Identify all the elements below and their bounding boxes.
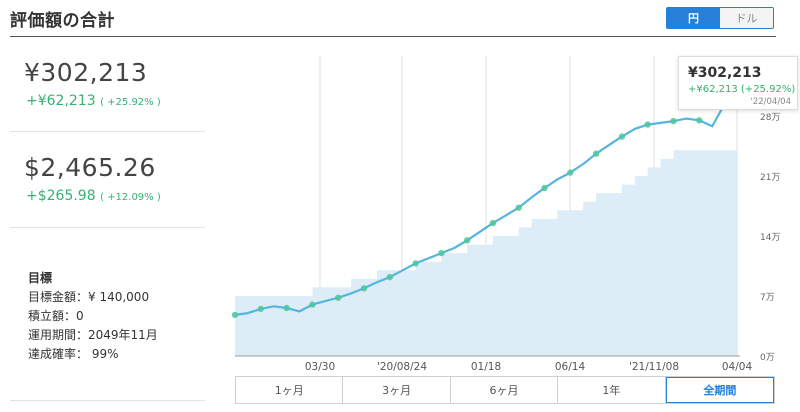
chart-x-tick-label: '21/11/08 — [629, 361, 679, 373]
usd-summary: $2,465.26 +$265.98 ( +12.09% ) — [10, 131, 205, 227]
summary-divider — [10, 227, 205, 228]
chart-contribution-area — [235, 150, 738, 356]
chart-tooltip: ¥302,213 +¥62,213 (+25.92%) '22/04/04 — [678, 56, 798, 110]
chart-data-point — [360, 285, 368, 292]
goal-panel: 目標 目標金額：¥ 140,000 積立額：0 運用期間：2049年11月 達成… — [28, 269, 158, 364]
chart-x-tick-label: 03/30 — [305, 361, 335, 373]
chart-x-tick-label: 04/04 — [722, 361, 753, 373]
chart-data-point — [618, 133, 626, 140]
chart-y-tick-label: 7万 — [760, 293, 775, 303]
tooltip-value: ¥302,213 — [688, 65, 762, 81]
goal-period: 運用期間：2049年11月 — [28, 328, 158, 342]
tooltip-gain: +¥62,213 (+25.92%) — [688, 84, 796, 95]
chart-x-tick-label: 06/14 — [555, 361, 586, 373]
period-3-months-button[interactable]: 3ヶ月 — [343, 377, 451, 403]
chart-data-point — [489, 219, 497, 227]
goal-target-amount: 目標金額：¥ 140,000 — [28, 290, 150, 304]
chart-y-tick-label: 21万 — [760, 173, 780, 183]
chart-data-point — [515, 204, 522, 211]
jpy-gain-amount: +¥62,213 — [26, 93, 96, 109]
chart-y-tick-label: 14万 — [760, 233, 780, 243]
chart-data-point — [386, 273, 393, 281]
chart-x-tick-label: 01/18 — [471, 361, 501, 373]
currency-yen-button[interactable]: 円 — [667, 8, 720, 28]
chart-data-point — [592, 150, 600, 157]
jpy-total-value: ¥302,213 — [24, 58, 148, 87]
goal-monthly-contribution: 積立額：0 — [28, 309, 84, 323]
chart-data-point — [670, 117, 677, 125]
period-6-months-button[interactable]: 6ヶ月 — [450, 377, 559, 403]
usd-gain-amount: +$265.98 — [26, 188, 96, 204]
chart-data-point — [438, 249, 445, 257]
chart-data-point — [257, 305, 264, 313]
period-all-button[interactable]: 全期間 — [665, 377, 775, 403]
period-1-year-button[interactable]: 1年 — [558, 377, 666, 403]
chart-y-tick-label: 0万 — [760, 353, 775, 363]
chart-data-point — [541, 184, 548, 192]
jpy-gain: +¥62,213 ( +25.92% ) — [26, 93, 161, 109]
currency-toggle: 円 ドル — [666, 7, 774, 29]
chart-valuation-line — [234, 96, 739, 316]
header: 評価額の合計 円 ドル — [0, 0, 800, 38]
header-divider — [10, 36, 776, 37]
jpy-gain-percent: ( +25.92% ) — [100, 97, 161, 108]
chart-data-point — [412, 260, 419, 267]
chart-y-tick-label: 28万 — [760, 113, 780, 123]
goal-title: 目標 — [28, 271, 53, 285]
summary-divider — [10, 400, 205, 401]
period-selector: 1ヶ月 3ヶ月 6ヶ月 1年 全期間 — [235, 376, 775, 404]
currency-dollar-button[interactable]: ドル — [720, 8, 773, 28]
chart-data-point — [231, 311, 239, 319]
chart-x-tick-label: '20/08/24 — [377, 361, 427, 373]
chart-data-point — [335, 294, 342, 301]
chart-data-point — [644, 121, 651, 128]
usd-gain: +$265.98 ( +12.09% ) — [26, 188, 161, 204]
usd-total-value: $2,465.26 — [24, 153, 156, 182]
chart-data-point — [696, 117, 703, 124]
chart-data-point — [309, 301, 316, 308]
tooltip-date: '22/04/04 — [750, 97, 791, 107]
summary-divider — [10, 131, 205, 132]
page-title: 評価額の合計 — [10, 11, 115, 31]
usd-gain-percent: ( +12.09% ) — [100, 192, 161, 203]
chart-data-point — [464, 237, 471, 244]
jpy-summary: ¥302,213 +¥62,213 ( +25.92% ) — [10, 38, 205, 133]
chart-data-point — [567, 169, 574, 176]
goal-probability: 達成確率： 99% — [28, 347, 119, 361]
period-1-month-button[interactable]: 1ヶ月 — [236, 377, 344, 403]
chart-data-point — [283, 304, 290, 312]
